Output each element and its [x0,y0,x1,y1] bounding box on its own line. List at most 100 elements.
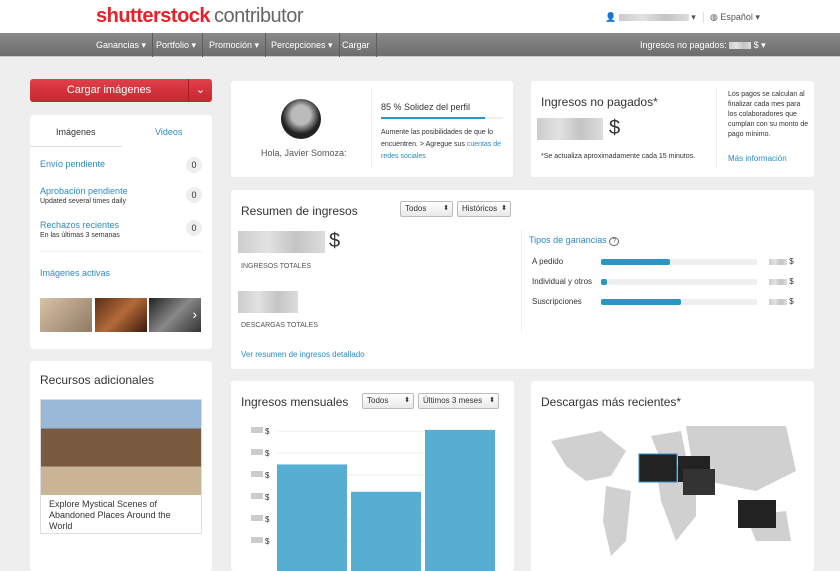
earnings-summary-card: Resumen de ingresos Todos Históricos $ I… [231,190,814,369]
earning-type-value: $ [769,277,794,286]
portfolio-status-card: Imágenes Videos Envío pendiente 0 Aproba… [30,115,212,349]
y-tick-label: $ [265,537,270,546]
profile-strength-bar [381,117,503,119]
chart-bar[interactable] [351,491,421,571]
profile-strength-fill [381,117,485,119]
earning-type-bar [601,259,757,265]
blurred-value [769,258,787,265]
blurred-amount [537,118,603,140]
world-map [551,426,796,556]
earning-type-value: $ [769,297,794,306]
nav-cargar[interactable]: Cargar [336,33,377,57]
ghost-town-image [41,400,201,495]
y-tick-label: $ [265,471,270,480]
currency: $ [329,230,341,252]
active-images-link[interactable]: Imágenes activas [40,268,111,278]
globe-icon: ◍ [710,12,718,22]
earning-type-bar-fill [601,259,670,265]
blurred-tick-value [251,427,263,433]
detailed-summary-link[interactable]: Ver resumen de ingresos detallado [241,350,365,359]
row-recent-rejections[interactable]: Rechazos recientes En las últimas 3 seman… [40,220,120,239]
help-circle-icon[interactable]: ? [609,237,620,246]
earning-type-bar-fill [601,299,681,305]
user-icon: 👤 [605,12,617,22]
divider [521,230,522,332]
earning-types: Tipos de ganancias ? A pedido $ Individua… [529,235,809,335]
greeting: Hola, Javier Somoza: [261,148,347,158]
blurred-value [769,278,787,285]
earning-types-title[interactable]: Tipos de ganancias ? [529,235,620,246]
chevron-down-icon[interactable]: ⌄ [188,79,212,102]
nav-promocion[interactable]: Promoción ▾ [203,33,267,57]
earning-type-label: A pedido [532,257,564,266]
profile-tip: Aumente las posibilidades de que lo encu… [381,129,502,160]
blurred-tick-value [251,515,263,521]
more-info-link[interactable]: Más información [728,154,787,163]
total-downloads-label: DESCARGAS TOTALES [241,322,319,329]
earning-type-bar [601,279,757,285]
blurred-tick-value [251,537,263,543]
download-thumbnail[interactable] [683,469,715,495]
download-thumbnail[interactable] [638,453,678,483]
top-bar: shutterstock contributor 👤 ▾ ◍ Español ▾ [0,0,840,33]
y-tick-label: $ [265,493,270,502]
divider [40,251,202,252]
earning-type-bar-fill [601,279,608,285]
summary-period-select[interactable]: Históricos [457,201,511,217]
y-tick-label: $ [265,427,270,436]
unpaid-title: Ingresos no pagados* [541,95,658,109]
recent-downloads-card: Descargas más recientes* [531,381,814,571]
y-tick-label: $ [265,515,270,524]
profile-card: Hola, Javier Somoza: 85 % Solidez del pe… [231,81,513,177]
social-accounts-link[interactable]: cuentas de redes sociales [381,141,502,160]
nav-unpaid[interactable]: Ingresos no pagados: $ ▾ [640,40,766,50]
resources-title: Recursos adicionales [40,373,155,387]
currency: $ [609,117,621,139]
language-menu[interactable]: ◍ Español ▾ [703,12,760,23]
avatar[interactable] [281,99,321,139]
resource-article[interactable]: Explore Mystical Scenes of Abandoned Pla… [40,399,202,534]
thumbnail-elephant[interactable] [40,298,92,332]
upload-images-button[interactable]: Cargar imágenes ⌄ [30,79,212,102]
blurred-tick-value [251,471,263,477]
summary-type-select[interactable]: Todos [400,201,453,217]
blurred-value [729,42,752,50]
total-earnings-label: INGRESOS TOTALES [241,263,312,270]
count-badge: 0 [186,220,202,236]
earning-type-label: Individual y otros [532,277,593,286]
row-pending-submission[interactable]: Envío pendiente [40,159,106,169]
logo[interactable]: shutterstock contributor [96,5,304,27]
nav-portfolio[interactable]: Portfolio ▾ [150,33,204,57]
username-blurred [618,14,689,22]
summary-title: Resumen de ingresos [241,204,358,218]
resource-caption[interactable]: Explore Mystical Scenes of Abandoned Pla… [49,499,171,531]
thumbnail-crocodile[interactable] [95,298,147,332]
divider [371,89,372,169]
tab-images[interactable]: Imágenes [56,127,96,137]
monthly-period-select[interactable]: Últimos 3 meses [418,393,499,409]
download-thumbnail[interactable] [738,500,776,528]
blurred-downloads [238,291,298,313]
y-tick-label: $ [265,449,270,458]
thumbnail-monochrome[interactable]: › [149,298,201,332]
tab-underline [30,146,122,147]
chevron-right-icon[interactable]: › [192,306,197,322]
count-badge: 0 [186,157,202,173]
nav-ganancias[interactable]: Ganancias ▾ [90,33,154,57]
nav-percepciones[interactable]: Percepciones ▾ [265,33,340,57]
monthly-earnings-card: $ $ $ $ $ $ Ingresos mensuales Todos Últimos … [231,381,514,571]
user-menu[interactable]: 👤 ▾ [605,12,696,22]
earning-type-label: Suscripciones [532,297,582,306]
count-badge: 0 [186,187,202,203]
update-note: *Se actualiza aproximadamente cada 15 mi… [541,153,696,160]
earning-type-value: $ [769,257,794,266]
chart-bar[interactable] [277,464,347,571]
monthly-earnings-chart: $ $ $ $ $ $ [251,427,496,571]
blurred-tick-value [251,493,263,499]
monthly-type-select[interactable]: Todos [362,393,414,409]
payment-info: Los pagos se calculan al finalizar cada … [728,91,809,138]
chart-bar[interactable] [425,429,495,571]
row-pending-approval[interactable]: Aprobación pendiente Updated several time… [40,186,128,205]
tab-videos[interactable]: Videos [155,127,183,137]
profile-strength: 85 % Solidez del perfil [381,102,471,112]
